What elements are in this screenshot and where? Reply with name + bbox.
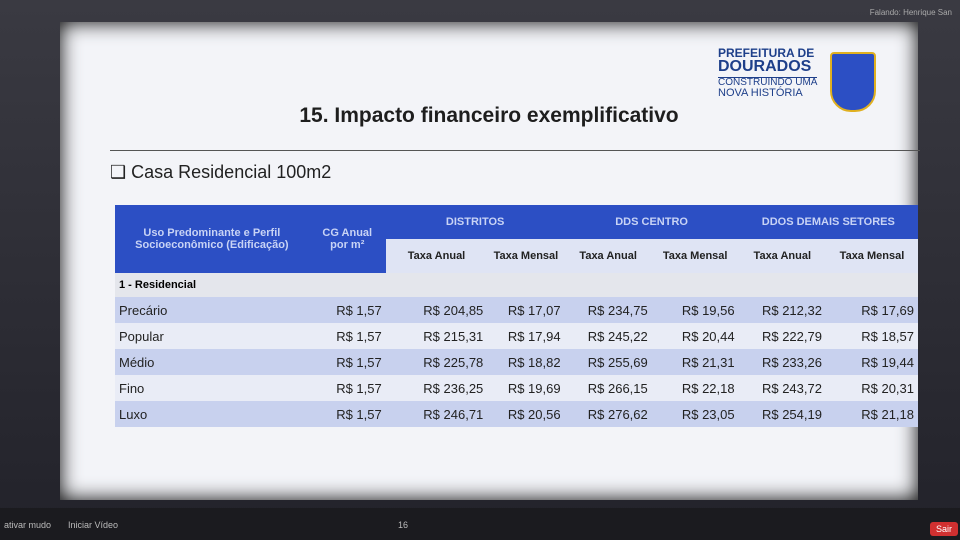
row-label: Popular [115,323,309,349]
value-cell: R$ 17,94 [487,323,565,349]
zoom-toolbar [0,508,960,540]
logo-text: PREFEITURA DE [718,46,815,60]
value-cell: R$ 266,15 [564,375,652,401]
data-table: Uso Predominante e Perfil Socioeconômico… [115,205,918,427]
row-label: Médio [115,349,309,375]
value-cell: R$ 243,72 [738,375,826,401]
subheader-row: Taxa Anual Taxa Mensal Taxa Anual Taxa Mens… [115,239,918,273]
data-row: Popular R$ 1,57 R$ 215,31 R$ 17,94 R$ 245,22… [115,323,918,349]
toolbar-button[interactable]: Sair [930,522,959,536]
value-cell: R$ 1,57 [308,401,386,427]
value-cell: R$ 225,78 [385,349,488,375]
subheader-cell: Taxa Mensal [651,239,739,273]
value-cell: R$ 17,07 [487,297,565,323]
value-cell: R$ 21,18 [825,401,918,427]
header-cell: CG Anual por m² [308,205,386,273]
value-cell: R$ 245,22 [564,323,652,349]
value-cell: R$ 255,69 [564,349,652,375]
value-cell: R$ 21,31 [651,349,739,375]
value-cell: R$ 20,56 [487,401,565,427]
subheader-cell: Taxa Mensal [825,239,918,273]
subheader-cell: Taxa Anual [738,239,826,273]
value-cell: R$ 246,71 [385,401,488,427]
logo-text: CONSTRUINDO UMA [718,77,818,88]
group-header: DISTRITOS [385,205,565,239]
value-cell: R$ 1,57 [308,297,386,323]
toolbar-button[interactable]: Iniciar Vídeo [68,520,119,530]
logo-emblem [830,52,876,112]
subheader-cell: Taxa Mensal [487,239,565,273]
value-cell: R$ 18,82 [487,349,565,375]
slide: PREFEITURA DE DOURADOS CONSTRUINDO UMA N… [60,22,920,500]
value-cell: R$ 236,25 [385,375,488,401]
value-cell: R$ 204,85 [385,297,488,323]
slide-title: 15. Impacto financeiro exemplificativo [299,104,679,127]
rule [110,150,920,151]
value-cell: R$ 22,18 [651,375,739,401]
row-label: Luxo [115,401,309,427]
value-cell: R$ 234,75 [564,297,652,323]
row-label: Fino [115,375,309,401]
value-cell: R$ 212,32 [738,297,826,323]
section-row: 1 - Residencial [115,273,918,297]
toolbar-button[interactable]: 16 [398,520,409,530]
subheader-cell: Taxa Anual [385,239,488,273]
data-row: Luxo R$ 1,57 R$ 246,71 R$ 20,56 R$ 276,62 R$ … [115,401,918,427]
value-cell: R$ 222,79 [738,323,826,349]
value-cell: R$ 19,44 [825,349,918,375]
header-cell: Uso Predominante e Perfil Socioeconômico… [115,205,309,273]
section-label: 1 - Residencial [115,273,918,297]
value-cell: R$ 19,69 [487,375,565,401]
value-cell: R$ 20,31 [825,375,918,401]
value-cell: R$ 18,57 [825,323,918,349]
header-row: Uso Predominante e Perfil Socioeconômico… [115,205,918,273]
value-cell: R$ 23,05 [651,401,739,427]
data-row: Médio R$ 1,57 R$ 225,78 R$ 18,82 R$ 255,69 R$… [115,349,918,375]
data-row: Fino R$ 1,57 R$ 236,25 R$ 19,69 R$ 266,15 R$ … [115,375,918,401]
group-header: DDS CENTRO [564,205,739,239]
value-cell: R$ 276,62 [564,401,652,427]
row-label: Precário [115,297,309,323]
group-header: DDOS DEMAIS SETORES [738,205,918,239]
value-cell: R$ 1,57 [308,349,386,375]
value-cell: R$ 19,56 [651,297,739,323]
value-cell: R$ 20,44 [651,323,739,349]
toolbar-button[interactable]: ativar mudo [4,520,52,530]
value-cell: R$ 233,26 [738,349,826,375]
subheader-cell: Taxa Anual [564,239,652,273]
logo-text: NOVA HISTÓRIA [718,87,803,99]
value-cell: R$ 17,69 [825,297,918,323]
value-cell: R$ 1,57 [308,323,386,349]
value-cell: R$ 1,57 [308,375,386,401]
value-cell: R$ 215,31 [385,323,488,349]
data-row: Precário R$ 1,57 R$ 204,85 R$ 17,07 R$ 234,7… [115,297,918,323]
speaker: Falando: Henrique San [869,8,952,17]
logo: PREFEITURA DE DOURADOS CONSTRUINDO UMA N… [718,46,818,99]
logo-text: DOURADOS [718,58,812,75]
value-cell: R$ 254,19 [738,401,826,427]
slide-subtitle: ❑ Casa Residencial 100m2 [110,162,332,182]
